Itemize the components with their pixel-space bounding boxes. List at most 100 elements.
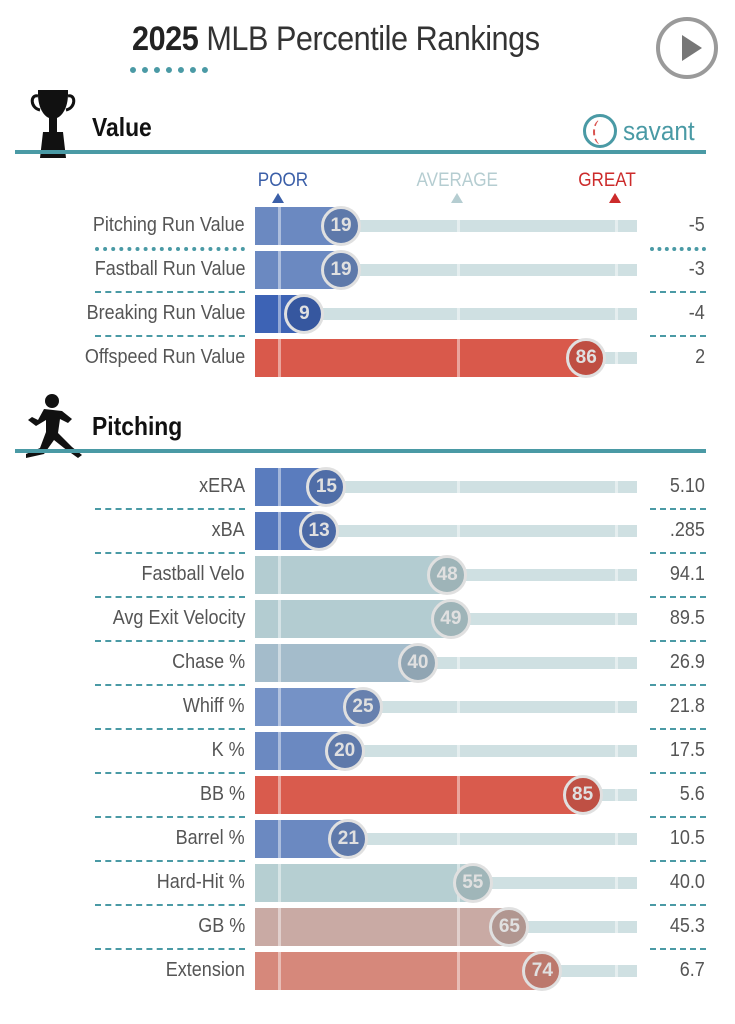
percentile-badge[interactable]: 49 [430, 599, 471, 639]
percentile-badge[interactable]: 74 [522, 951, 563, 991]
percentile-bar[interactable] [255, 600, 451, 638]
metric-value: 2 [694, 346, 705, 368]
percentile-bar[interactable] [255, 908, 510, 946]
metric-value: 5.6 [679, 783, 705, 805]
row-separator [95, 291, 245, 293]
track-tick [457, 481, 460, 493]
percentile-badge[interactable]: 86 [566, 338, 607, 378]
percentile-bar[interactable] [255, 776, 583, 814]
great-marker-icon [609, 193, 621, 203]
percentile-badge[interactable]: 40 [397, 643, 438, 683]
play-button[interactable] [656, 17, 718, 79]
row-separator [650, 860, 706, 862]
percentile-track [472, 877, 637, 889]
percentile-bar[interactable] [255, 644, 418, 682]
percentile-track [319, 525, 637, 537]
metric-value: 89.5 [669, 607, 705, 629]
percentile-badge[interactable]: 48 [427, 555, 468, 595]
row-separator [95, 772, 245, 774]
track-tick [615, 877, 618, 889]
row-separator [650, 728, 706, 730]
average-tick [278, 600, 281, 638]
percentile-track [447, 569, 637, 581]
average-tick [278, 468, 281, 506]
percentile-badge[interactable]: 25 [343, 687, 383, 727]
row-separator [650, 684, 706, 686]
metric-label: xBA [211, 519, 245, 541]
scale-average-label: AVERAGE [416, 170, 498, 191]
track-tick [615, 220, 618, 232]
percentile-bar[interactable] [255, 864, 473, 902]
average-tick [278, 908, 281, 946]
percentile-badge[interactable]: 9 [284, 294, 325, 334]
percentile-badge[interactable]: 21 [328, 819, 369, 859]
metric-value: -3 [688, 258, 705, 280]
percentile-badge[interactable]: 19 [321, 206, 362, 246]
track-tick [615, 525, 618, 537]
metric-label: Pitching Run Value [93, 214, 245, 236]
metric-value: 45.3 [669, 915, 705, 937]
section-title-pitching: Pitching [92, 411, 183, 441]
percentile-badge[interactable]: 55 [452, 863, 493, 903]
metric-value: 40.0 [669, 871, 705, 893]
metric-label: BB % [199, 783, 245, 805]
metric-label: Whiff % [183, 695, 245, 717]
row-separator [650, 508, 706, 510]
percentile-track [363, 701, 637, 713]
row-separator [650, 291, 706, 293]
track-tick [615, 569, 618, 581]
percentile-badge[interactable]: 19 [321, 250, 362, 290]
row-separator [650, 816, 706, 818]
track-tick [615, 965, 618, 977]
metric-label: Chase % [171, 651, 245, 673]
track-tick [615, 613, 618, 625]
metric-label: Offspeed Run Value [84, 346, 245, 368]
row-separator [95, 728, 245, 730]
row-separator [650, 552, 706, 554]
row-separator [95, 247, 245, 251]
metric-value: -4 [688, 302, 705, 324]
row-separator [95, 948, 245, 950]
savant-logo[interactable]: savant [583, 114, 703, 148]
percentile-bar[interactable] [255, 556, 448, 594]
metric-value: 10.5 [669, 827, 705, 849]
percentile-track [326, 481, 637, 493]
metric-value: 26.9 [669, 651, 705, 673]
percentile-track [417, 657, 637, 669]
percentile-badge[interactable]: 13 [299, 511, 340, 551]
percentile-badge[interactable]: 15 [306, 467, 347, 507]
track-tick [457, 833, 460, 845]
metric-label: Hard-Hit % [156, 871, 245, 893]
title-text: MLB Percentile Rankings [206, 20, 540, 58]
metric-value: 21.8 [669, 695, 705, 717]
title-year: 2025 [132, 20, 199, 58]
scale-great-label: GREAT [578, 170, 636, 191]
percentile-bar[interactable] [255, 339, 587, 377]
metric-label: K % [211, 739, 245, 761]
average-tick [278, 556, 281, 594]
percentile-badge[interactable]: 85 [562, 775, 603, 815]
row-separator [95, 596, 245, 598]
section-title-value: Value [92, 112, 152, 142]
pitcher-icon [26, 394, 82, 458]
title-underline [130, 67, 208, 73]
percentile-badge[interactable]: 20 [324, 731, 365, 771]
percentile-track [509, 921, 637, 933]
average-tick [457, 952, 460, 990]
track-tick [457, 701, 460, 713]
percentile-badge[interactable]: 65 [489, 907, 530, 947]
section-divider [15, 150, 706, 154]
metric-value: 6.7 [679, 959, 705, 981]
track-tick [615, 481, 618, 493]
row-separator [95, 552, 245, 554]
metric-value: 17.5 [669, 739, 705, 761]
track-tick [615, 833, 618, 845]
track-tick [457, 657, 460, 669]
track-tick [615, 701, 618, 713]
percentile-bar[interactable] [255, 952, 543, 990]
row-separator [95, 335, 245, 337]
average-tick [278, 512, 281, 550]
track-tick [457, 308, 460, 320]
average-tick [278, 688, 281, 726]
metric-value: -5 [688, 214, 705, 236]
